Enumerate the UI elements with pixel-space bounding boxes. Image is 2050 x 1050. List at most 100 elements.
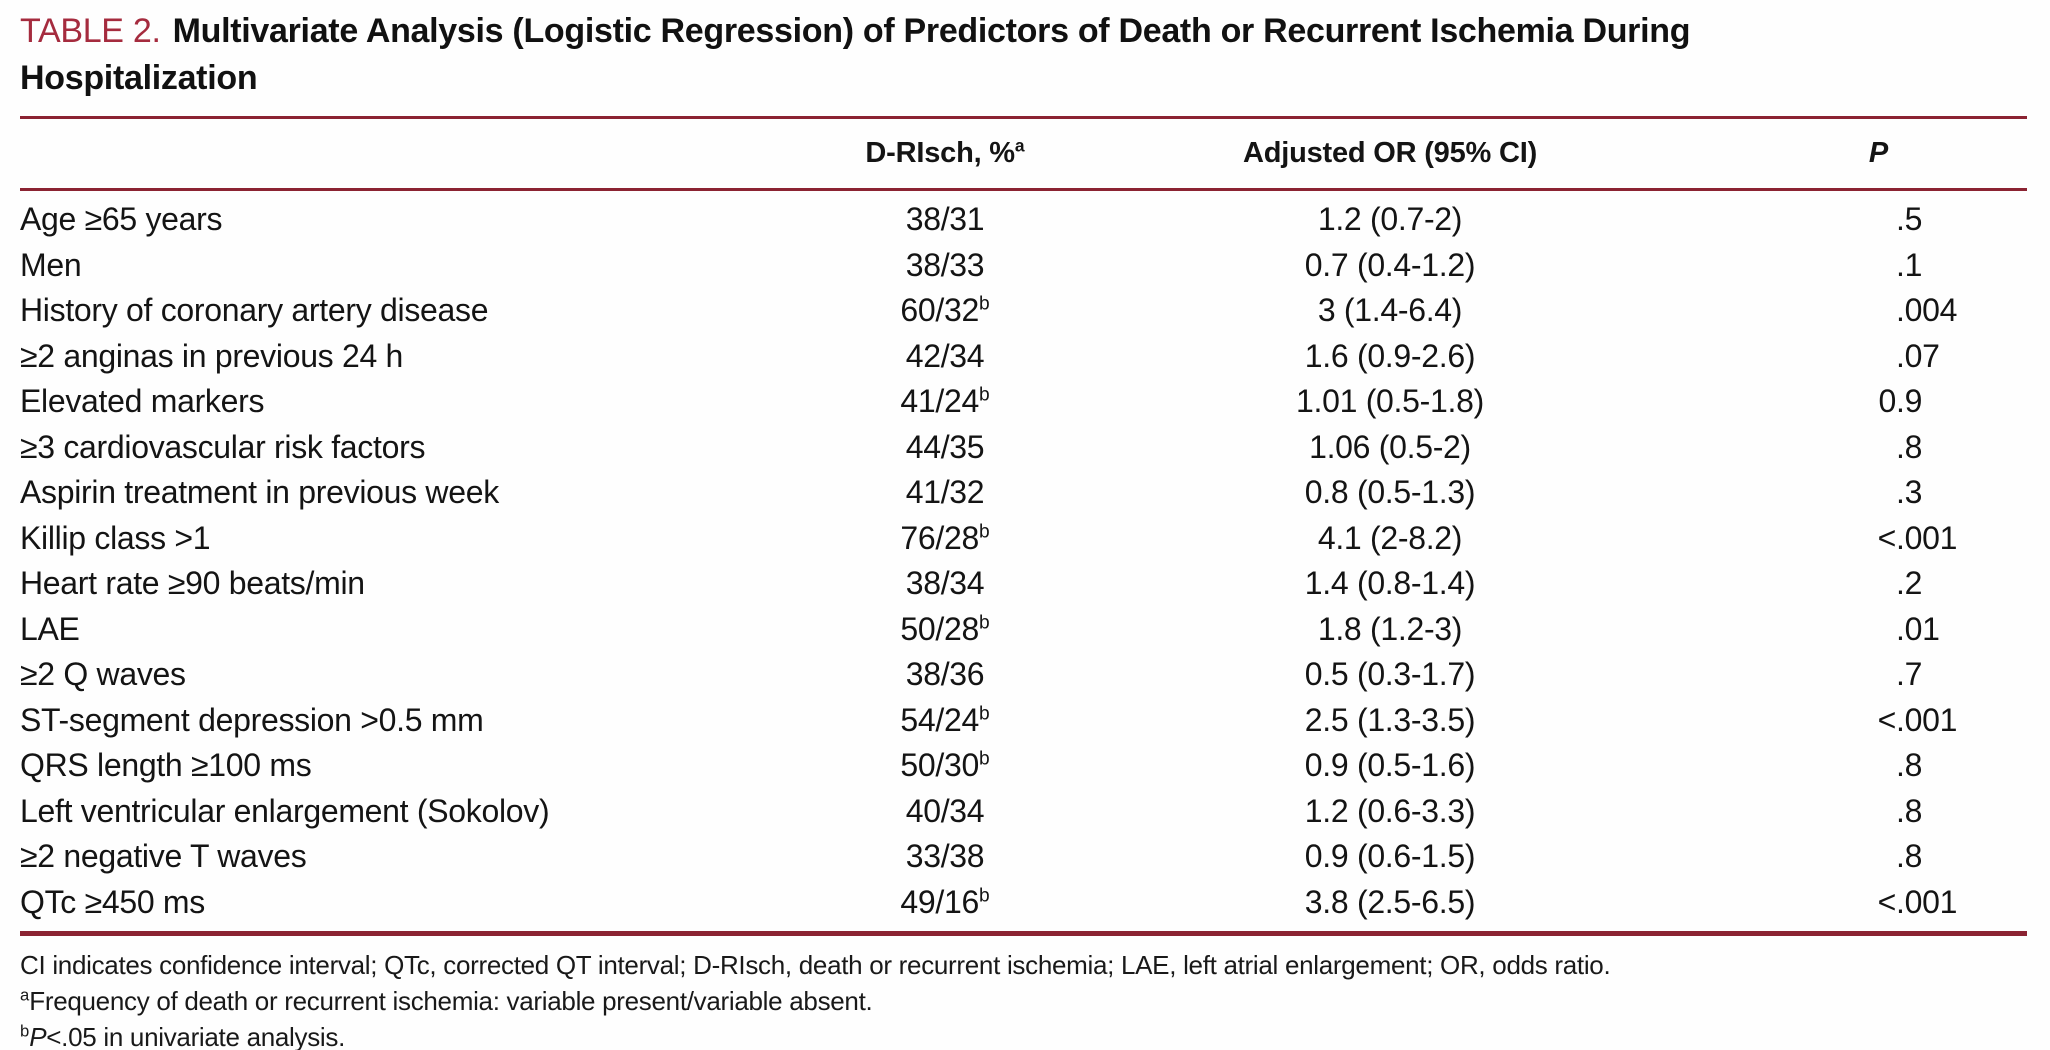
rule-bottom [20,931,2027,936]
row-label: Left ventricular enlargement (Sokolov) [20,792,550,829]
table-title: TABLE 2. Multivariate Analysis (Logistic … [20,8,2027,102]
row-label: Heart rate ≥90 beats/min [20,565,365,602]
row-label: QRS length ≥100 ms [20,747,312,784]
drisch-value: 41/32 [905,474,985,511]
or-value: 1.06 (0.5-2) [1309,428,1471,465]
table-title-line2: Hospitalization [20,59,258,97]
table-row: Age ≥65 years 38/31 1.2 (0.7-2) .5 [20,197,2027,243]
table-body: Age ≥65 years 38/31 1.2 (0.7-2) .5 Men 3… [20,197,2027,925]
table-title-text: Multivariate Analysis (Logistic Regressi… [172,12,1691,50]
table-row: Men 38/33 0.7 (0.4-1.2) .1 [20,243,2027,289]
drisch-value: 54/24b [900,701,990,738]
p-value: 0.9 [1878,383,1923,420]
row-label: ≥2 negative T waves [20,838,307,875]
table-row: ≥2 Q waves 38/36 0.5 (0.3-1.7) .7 [20,652,2027,698]
footnote-b: bP<.05 in univariate analysis. [20,1021,346,1050]
row-label: ST-segment depression >0.5 mm [20,701,484,738]
col-header-p: P [1868,137,1889,169]
row-label: History of coronary artery disease [20,292,489,329]
table-row: QRS length ≥100 ms 50/30b 0.9 (0.5-1.6) … [20,743,2027,789]
footnote-marker-b-ref: b [978,748,990,770]
table-row: Heart rate ≥90 beats/min 38/34 1.4 (0.8-… [20,561,2027,607]
p-value: .07 [1896,337,1940,374]
or-value: 1.01 (0.5-1.8) [1296,383,1484,420]
p-value: .8 [1896,792,1923,829]
footnote-abbreviations: CI indicates confidence interval; QTc, c… [20,950,1611,980]
or-value: 1.6 (0.9-2.6) [1304,337,1476,374]
footnote-marker-b-ref: b [978,885,990,907]
drisch-value: 42/34 [905,337,985,374]
footnote-marker-a-ref: a [1014,135,1025,156]
p-value: .004 [1896,292,1958,329]
table-row: ≥2 negative T waves 33/38 0.9 (0.6-1.5) … [20,834,2027,880]
row-label: Killip class >1 [20,519,211,556]
or-value: 0.8 (0.5-1.3) [1304,474,1476,511]
row-label: Men [20,246,82,283]
row-label: Age ≥65 years [20,201,223,238]
row-label: ≥3 cardiovascular risk factors [20,428,426,465]
drisch-value: 50/30b [900,747,990,784]
p-value: .8 [1896,428,1923,465]
footnote-marker-b-ref: b [978,612,990,634]
footnote-marker-b: b [20,1021,30,1041]
footnote-marker-a: a [20,985,30,1005]
or-value: 1.4 (0.8-1.4) [1304,565,1476,602]
footnote-a: aFrequency of death or recurrent ischemi… [20,985,873,1016]
rule-below-title [20,116,2027,119]
col-header-drisch: D-RIsch, %a [865,135,1025,169]
row-label: ≥2 anginas in previous 24 h [20,337,404,374]
row-label: QTc ≥450 ms [20,883,205,920]
or-value: 3 (1.4-6.4) [1317,292,1463,329]
or-value: 0.9 (0.5-1.6) [1304,747,1476,784]
footnote-marker-b-ref: b [978,703,990,725]
drisch-value: 33/38 [905,838,985,875]
p-value: .8 [1896,747,1923,784]
row-label: Elevated markers [20,383,265,420]
p-value: .3 [1896,474,1923,511]
table-number-label: TABLE 2. [20,12,161,50]
row-label: ≥2 Q waves [20,656,186,693]
table-row: Elevated markers 41/24b 1.01 (0.5-1.8) 0… [20,379,2027,425]
table-row: History of coronary artery disease 60/32… [20,288,2027,334]
or-value: 3.8 (2.5-6.5) [1304,883,1476,920]
or-value: 1.8 (1.2-3) [1317,610,1463,647]
p-value: < .001 [1877,519,1958,556]
drisch-value: 76/28b [900,519,990,556]
or-value: 1.2 (0.6-3.3) [1304,792,1476,829]
table-row: Aspirin treatment in previous week 41/32… [20,470,2027,516]
drisch-value: 50/28b [900,610,990,647]
table-row: Killip class >1 76/28b 4.1 (2-8.2) < .001 [20,516,2027,562]
or-value: 0.5 (0.3-1.7) [1304,656,1476,693]
p-value: .1 [1896,246,1923,283]
table-row: ≥3 cardiovascular risk factors 44/35 1.0… [20,425,2027,471]
rule-below-header [20,188,2027,191]
table-row: Left ventricular enlargement (Sokolov) 4… [20,789,2027,835]
table-title-line1: TABLE 2. Multivariate Analysis (Logistic … [20,8,2027,55]
table-row: ST-segment depression >0.5 mm 54/24b 2.5… [20,698,2027,744]
p-value: .01 [1896,610,1940,647]
p-value: .8 [1896,838,1923,875]
p-value: < .001 [1877,701,1958,738]
drisch-value: 49/16b [900,883,990,920]
row-label: LAE [20,610,80,647]
footnote-marker-b-ref: b [978,384,990,406]
table-row: LAE 50/28b 1.8 (1.2-3) .01 [20,607,2027,653]
drisch-value: 44/35 [905,428,985,465]
p-value: .5 [1896,201,1923,238]
footnotes: CI indicates confidence interval; QTc, c… [20,947,2027,1050]
table-header-row: D-RIsch, %a Adjusted OR (95% CI) P [20,119,2027,188]
row-label: Aspirin treatment in previous week [20,474,499,511]
p-value: .7 [1896,656,1923,693]
drisch-value: 60/32b [900,292,990,329]
or-value: 0.9 (0.6-1.5) [1304,838,1476,875]
drisch-value: 38/34 [905,565,985,602]
drisch-value: 40/34 [905,792,985,829]
footnote-marker-b-ref: b [978,521,990,543]
drisch-value: 38/31 [905,201,985,238]
or-value: 1.2 (0.7-2) [1317,201,1463,238]
or-value: 0.7 (0.4-1.2) [1304,246,1476,283]
p-value: .2 [1896,565,1923,602]
or-value: 2.5 (1.3-3.5) [1304,701,1476,738]
